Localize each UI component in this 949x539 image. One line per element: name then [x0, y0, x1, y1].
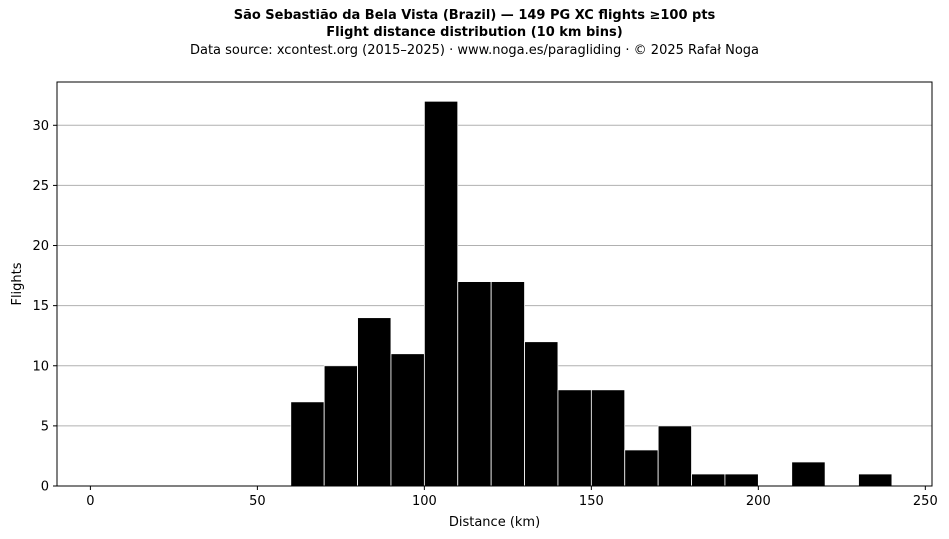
- x-tick-label: 250: [913, 494, 938, 509]
- histogram-bar: [557, 389, 592, 487]
- histogram-bar: [357, 317, 392, 487]
- x-tick-label: 200: [746, 494, 771, 509]
- histogram-bar: [657, 425, 692, 487]
- histogram-bar: [858, 473, 893, 487]
- y-tick-label: 10: [32, 359, 49, 374]
- chart-subtitle: Data source: xcontest.org (2015–2025) · …: [189, 43, 760, 58]
- x-tick-label: 100: [412, 494, 437, 509]
- histogram-bar: [791, 461, 826, 487]
- y-tick-label: 25: [32, 179, 49, 194]
- y-tick-label: 20: [32, 239, 49, 254]
- bars-layer: [290, 100, 893, 487]
- histogram-bar: [590, 389, 626, 487]
- histogram-bar: [524, 341, 559, 487]
- x-axis: 0 50 100 150 200 250: [86, 486, 938, 509]
- histogram-bar: [724, 473, 759, 487]
- histogram-bar: [691, 473, 726, 487]
- chart-title: São Sebastião da Bela Vista (Brazil) — 1…: [233, 8, 716, 23]
- y-axis-label: Flights: [10, 262, 25, 305]
- histogram-bar: [423, 100, 459, 487]
- histogram-bar: [624, 449, 659, 487]
- y-tick-label: 15: [32, 299, 49, 314]
- histogram-bar: [323, 365, 358, 487]
- histogram-bar: [490, 281, 525, 487]
- y-tick-label: 5: [41, 419, 49, 434]
- plot-frame: [56, 81, 933, 487]
- histogram-bar: [290, 401, 325, 487]
- x-axis-label: Distance (km): [449, 515, 540, 530]
- x-tick-label: 0: [86, 494, 94, 509]
- y-tick-label: 30: [32, 119, 49, 134]
- x-tick-label: 150: [579, 494, 604, 509]
- y-axis: 0 5 10 15 20 25 30: [32, 119, 57, 495]
- chart-title-secondary: Flight distance distribution (10 km bins…: [326, 25, 623, 40]
- x-tick-label: 50: [249, 494, 266, 509]
- histogram-bar: [390, 353, 425, 487]
- y-tick-label: 0: [41, 480, 49, 495]
- histogram-bar: [457, 281, 492, 487]
